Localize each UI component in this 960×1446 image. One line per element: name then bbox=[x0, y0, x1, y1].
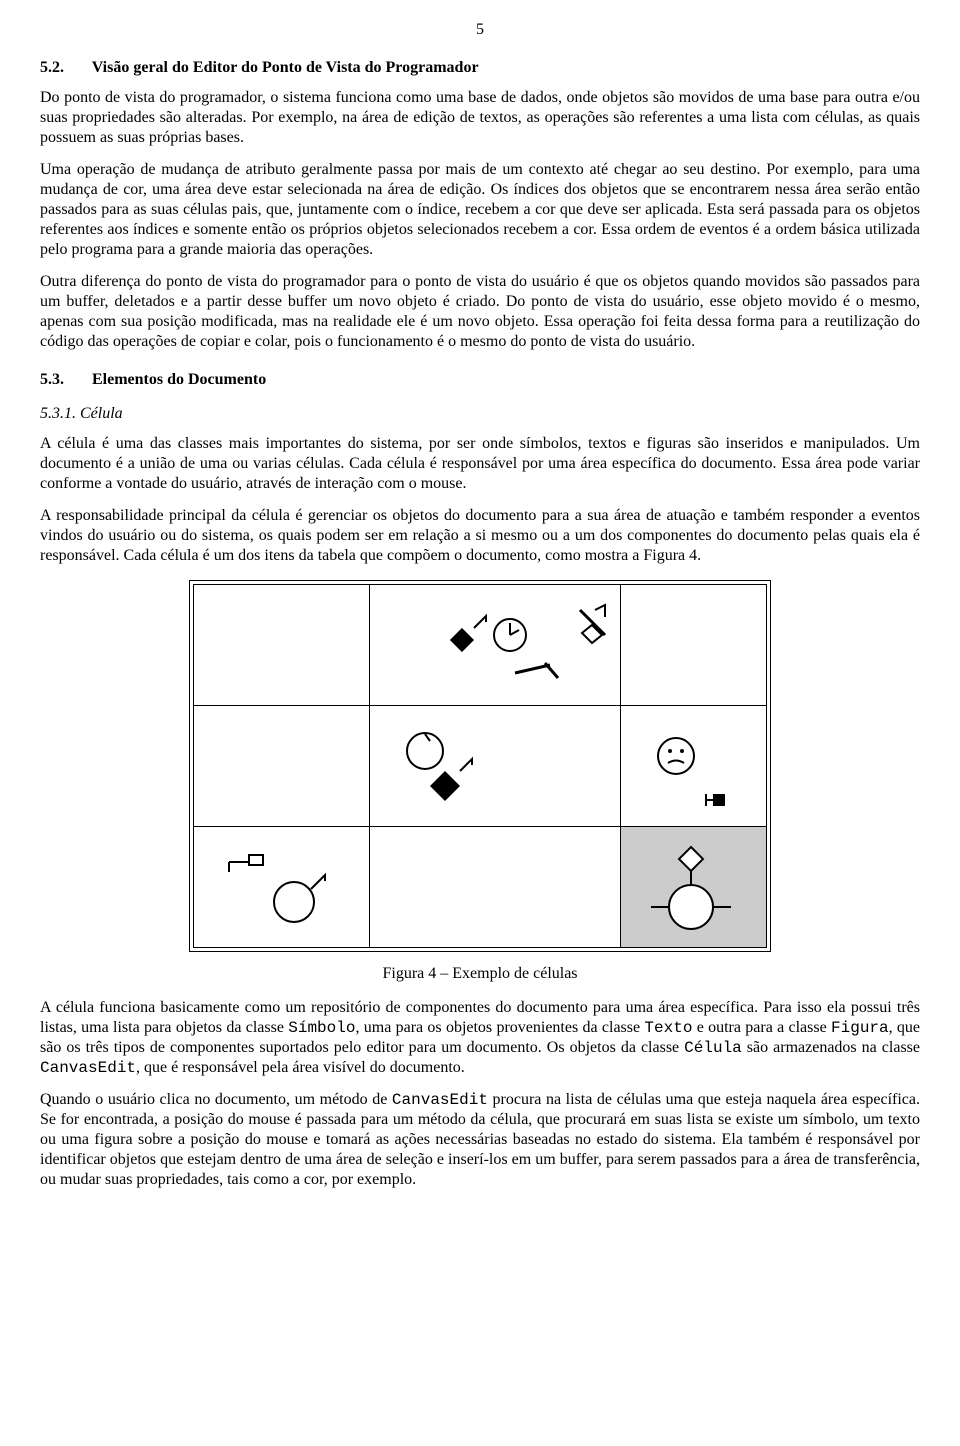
text-run: Quando o usuário clica no documento, um … bbox=[40, 1091, 392, 1108]
heading-5-3-title: Elementos do Documento bbox=[92, 371, 266, 388]
figure-4-wrap bbox=[40, 580, 920, 958]
cell-r0-c2 bbox=[621, 585, 767, 706]
heading-5-2: 5.2. Visão geral do Editor do Ponto de V… bbox=[40, 58, 920, 78]
code-canvasedit: CanvasEdit bbox=[392, 1091, 488, 1109]
filled-square-icon bbox=[713, 794, 725, 806]
cell-r0-c0 bbox=[194, 585, 370, 706]
filled-diamond-icon bbox=[430, 771, 460, 801]
circle-icon bbox=[407, 733, 443, 769]
text-run: e outra para a classe bbox=[692, 1019, 831, 1036]
para-5-3-1-a: A célula é uma das classes mais importan… bbox=[40, 434, 920, 494]
heading-5-3: 5.3. Elementos do Documento bbox=[40, 370, 920, 390]
circle-cursor-icon bbox=[274, 882, 314, 922]
code-figura: Figura bbox=[831, 1019, 889, 1037]
cell-r1-c1 bbox=[370, 706, 621, 827]
cell-r2-c0 bbox=[194, 827, 370, 948]
cell-r2-c2-selected bbox=[621, 827, 767, 948]
open-diamond-icon bbox=[679, 847, 703, 871]
cell-r0-c1 bbox=[370, 585, 621, 706]
cursor-line-icon bbox=[474, 620, 482, 628]
text-run: , que é responsável pela área visível do… bbox=[136, 1059, 465, 1076]
figure-4 bbox=[189, 580, 771, 952]
figure-4-grid bbox=[193, 584, 767, 948]
heading-5-3-num: 5.3. bbox=[40, 370, 88, 390]
cell-r1-c2 bbox=[621, 706, 767, 827]
cell-r2-c1 bbox=[370, 827, 621, 948]
para-5-3-1-d: Quando o usuário clica no documento, um … bbox=[40, 1090, 920, 1190]
heading-5-3-1-title: Célula bbox=[80, 405, 123, 422]
cell-r1-c0 bbox=[194, 706, 370, 827]
code-texto: Texto bbox=[644, 1019, 692, 1037]
text-run: são armazenados na classe bbox=[742, 1039, 920, 1056]
para-5-3-1-b: A responsabilidade principal da célula é… bbox=[40, 506, 920, 566]
para-5-3-1-c: A célula funciona basicamente como um re… bbox=[40, 998, 920, 1078]
figure-4-caption: Figura 4 – Exemplo de células bbox=[40, 964, 920, 984]
para-5-2-1: Do ponto de vista do programador, o sist… bbox=[40, 88, 920, 148]
text-run: , uma para os objetos provenientes da cl… bbox=[355, 1019, 644, 1036]
code-simbolo: Símbolo bbox=[288, 1019, 355, 1037]
heading-5-3-1: 5.3.1. Célula bbox=[40, 404, 920, 424]
heading-5-2-num: 5.2. bbox=[40, 58, 88, 78]
face-icon bbox=[658, 738, 694, 774]
para-5-2-2: Uma operação de mudança de atributo gera… bbox=[40, 160, 920, 260]
code-canvasedit: CanvasEdit bbox=[40, 1059, 136, 1077]
code-celula: Célula bbox=[684, 1039, 742, 1057]
heading-5-3-1-num: 5.3.1. bbox=[40, 405, 76, 422]
para-5-2-3: Outra diferença do ponto de vista do pro… bbox=[40, 272, 920, 352]
page-number: 5 bbox=[40, 20, 920, 40]
big-circle-icon bbox=[669, 885, 713, 929]
stroke-icon bbox=[515, 665, 550, 673]
heading-5-2-title: Visão geral do Editor do Ponto de Vista … bbox=[92, 59, 479, 76]
